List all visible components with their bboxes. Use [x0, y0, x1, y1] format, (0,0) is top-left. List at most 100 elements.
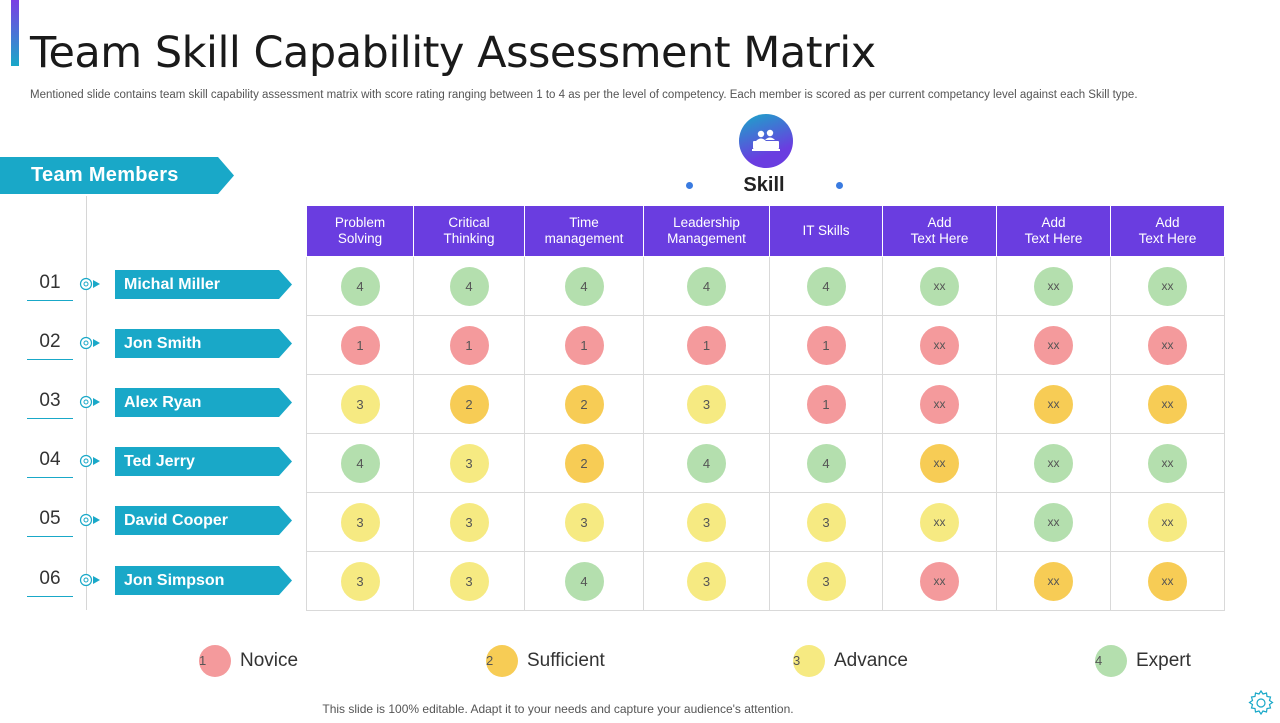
legend-badge: 2	[486, 645, 518, 677]
footer-note: This slide is 100% editable. Adapt it to…	[322, 702, 794, 716]
score-badge: 3	[449, 561, 489, 601]
skill-header-4: Leadership Management	[643, 205, 770, 257]
table-row: 3 3 3 3 3 xx xx xx	[306, 492, 1225, 552]
score-cell: xx	[882, 256, 997, 316]
score-cell: 4	[643, 256, 770, 316]
member-row: 05 David Cooper	[0, 506, 300, 546]
score-badge: 4	[564, 266, 604, 306]
skill-header-row: Problem Solving Critical Thinking Time manage…	[306, 205, 1225, 257]
score-cell: 3	[306, 374, 414, 434]
skill-header-line2: Text Here	[1024, 231, 1083, 246]
score-cell: xx	[882, 315, 997, 375]
member-row: 01 Michal Miller	[0, 270, 300, 310]
score-cell: xx	[996, 492, 1111, 552]
score-cell: 1	[306, 315, 414, 375]
table-row: 3 3 4 3 3 xx xx xx	[306, 551, 1225, 611]
score-badge: xx	[1148, 502, 1187, 542]
skill-header-line1: Critical	[448, 215, 490, 230]
skill-header-line1: Add	[927, 215, 952, 230]
score-badge: 1	[340, 325, 380, 365]
skill-header-1: Problem Solving	[306, 205, 414, 257]
score-cell: 1	[769, 315, 883, 375]
legend-badge: 3	[793, 645, 825, 677]
skill-header-7: Add Text Here	[996, 205, 1111, 257]
skill-header-line1: Time	[569, 215, 599, 230]
score-badge: 4	[806, 443, 846, 483]
legend-item-expert: 4 Expert	[1095, 645, 1191, 677]
score-badge: 1	[687, 325, 726, 365]
score-cell: 1	[643, 315, 770, 375]
target-arrow-icon	[79, 513, 100, 527]
score-badge: xx	[1148, 443, 1187, 483]
member-name: Ted Jerry	[115, 447, 292, 476]
score-badge: xx	[920, 443, 959, 483]
skill-header-line1: Add	[1155, 215, 1180, 230]
matrix-body: 4 4 4 4 4 xx xx xx 1 1 1 1 1 xx xx xx 3 2 2 3 1 xx xx xx 4 3 2 4 4 xx…	[306, 256, 1225, 611]
score-badge: 2	[564, 384, 604, 424]
title-accent-bar	[11, 0, 19, 66]
score-cell: 4	[769, 256, 883, 316]
skill-header-line1: Add	[1041, 215, 1066, 230]
skill-dot-right	[836, 182, 843, 189]
score-cell: 4	[524, 551, 644, 611]
score-badge: 4	[340, 443, 380, 483]
member-row: 02 Jon Smith	[0, 329, 300, 369]
member-row: 03 Alex Ryan	[0, 388, 300, 428]
legend-badge: 1	[199, 645, 231, 677]
score-cell: xx	[882, 492, 997, 552]
team-members-banner: Team Members	[0, 157, 234, 194]
score-badge: xx	[1148, 266, 1187, 306]
score-badge: 3	[806, 561, 846, 601]
score-cell: 3	[413, 433, 525, 493]
score-cell: xx	[882, 433, 997, 493]
score-cell: 3	[306, 492, 414, 552]
score-badge: xx	[1034, 384, 1073, 424]
table-row: 1 1 1 1 1 xx xx xx	[306, 315, 1225, 375]
score-badge: 1	[806, 325, 846, 365]
table-row: 3 2 2 3 1 xx xx xx	[306, 374, 1225, 434]
score-cell: xx	[1110, 315, 1225, 375]
score-badge: 4	[687, 266, 726, 306]
skill-header-line2: Solving	[337, 231, 383, 246]
score-cell: 4	[413, 256, 525, 316]
score-cell: 2	[524, 374, 644, 434]
score-cell: 3	[306, 551, 414, 611]
score-cell: 2	[413, 374, 525, 434]
score-badge: 4	[564, 561, 604, 601]
score-badge: 2	[564, 443, 604, 483]
score-badge: xx	[920, 384, 959, 424]
score-cell: xx	[1110, 433, 1225, 493]
page-subtitle: Mentioned slide contains team skill capa…	[30, 89, 1138, 101]
score-cell: 4	[306, 433, 414, 493]
skill-header-2: Critical Thinking	[413, 205, 525, 257]
skill-header-line1: Leadership	[673, 215, 740, 230]
score-badge: 1	[806, 384, 846, 424]
legend-label: Expert	[1136, 650, 1191, 671]
target-arrow-icon	[79, 277, 100, 291]
score-cell: xx	[996, 256, 1111, 316]
score-cell: xx	[996, 374, 1111, 434]
score-cell: 3	[769, 551, 883, 611]
score-cell: 3	[413, 551, 525, 611]
score-badge: xx	[1034, 266, 1073, 306]
member-number: 04	[27, 449, 73, 478]
score-badge: xx	[1148, 325, 1187, 365]
skill-header-5: IT Skills	[769, 205, 883, 257]
member-name: Jon Simpson	[115, 566, 292, 595]
legend-item-sufficient: 2 Sufficient	[486, 645, 605, 677]
legend-badge: 4	[1095, 645, 1127, 677]
score-badge: xx	[920, 325, 959, 365]
score-badge: 4	[340, 266, 380, 306]
table-row: 4 3 2 4 4 xx xx xx	[306, 433, 1225, 493]
score-badge: 1	[564, 325, 604, 365]
score-badge: 3	[687, 561, 726, 601]
skill-header-8: Add Text Here	[1110, 205, 1225, 257]
score-badge: 1	[449, 325, 489, 365]
score-badge: xx	[920, 266, 959, 306]
score-badge: xx	[920, 502, 959, 542]
member-row: 06 Jon Simpson	[0, 566, 300, 606]
member-number: 01	[27, 272, 73, 301]
score-badge: 3	[340, 502, 380, 542]
score-badge: 3	[449, 443, 489, 483]
score-badge: 3	[340, 384, 380, 424]
